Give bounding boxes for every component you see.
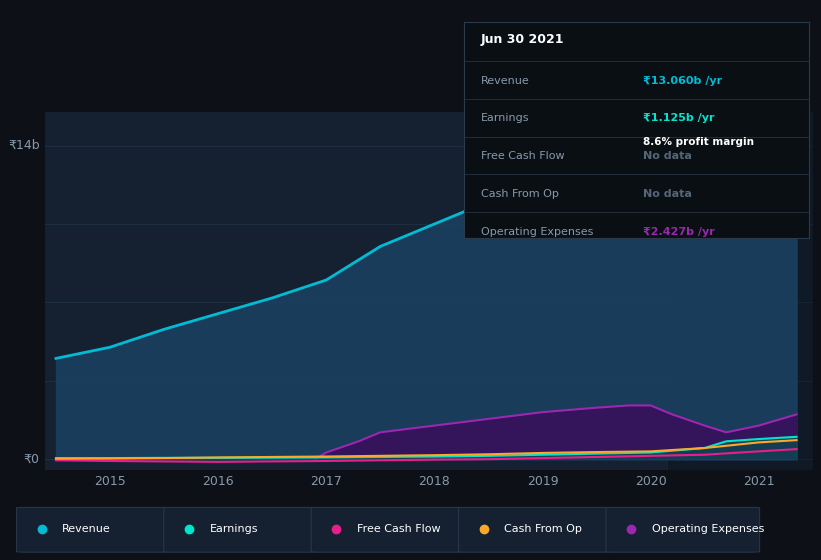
- Text: Earnings: Earnings: [481, 113, 530, 123]
- Text: ₹1.125b /yr: ₹1.125b /yr: [643, 113, 714, 123]
- Bar: [667, 112, 813, 470]
- Text: 8.6% profit margin: 8.6% profit margin: [643, 137, 754, 147]
- Text: ₹14b: ₹14b: [8, 139, 39, 152]
- Text: Revenue: Revenue: [62, 524, 111, 534]
- Text: Cash From Op: Cash From Op: [481, 189, 559, 199]
- Text: ₹13.060b /yr: ₹13.060b /yr: [643, 76, 722, 86]
- FancyBboxPatch shape: [459, 507, 612, 552]
- Text: Operating Expenses: Operating Expenses: [481, 227, 594, 236]
- Text: Free Cash Flow: Free Cash Flow: [481, 151, 565, 161]
- Text: Free Cash Flow: Free Cash Flow: [357, 524, 441, 534]
- Text: Jun 30 2021: Jun 30 2021: [481, 33, 565, 46]
- Text: Cash From Op: Cash From Op: [504, 524, 582, 534]
- Text: No data: No data: [643, 189, 692, 199]
- Text: No data: No data: [643, 151, 692, 161]
- Text: ₹2.427b /yr: ₹2.427b /yr: [643, 227, 715, 236]
- FancyBboxPatch shape: [311, 507, 465, 552]
- FancyBboxPatch shape: [16, 507, 170, 552]
- Text: Revenue: Revenue: [481, 76, 530, 86]
- Text: Operating Expenses: Operating Expenses: [652, 524, 764, 534]
- Text: ₹0: ₹0: [24, 452, 39, 466]
- Text: Earnings: Earnings: [209, 524, 258, 534]
- FancyBboxPatch shape: [606, 507, 759, 552]
- FancyBboxPatch shape: [164, 507, 318, 552]
